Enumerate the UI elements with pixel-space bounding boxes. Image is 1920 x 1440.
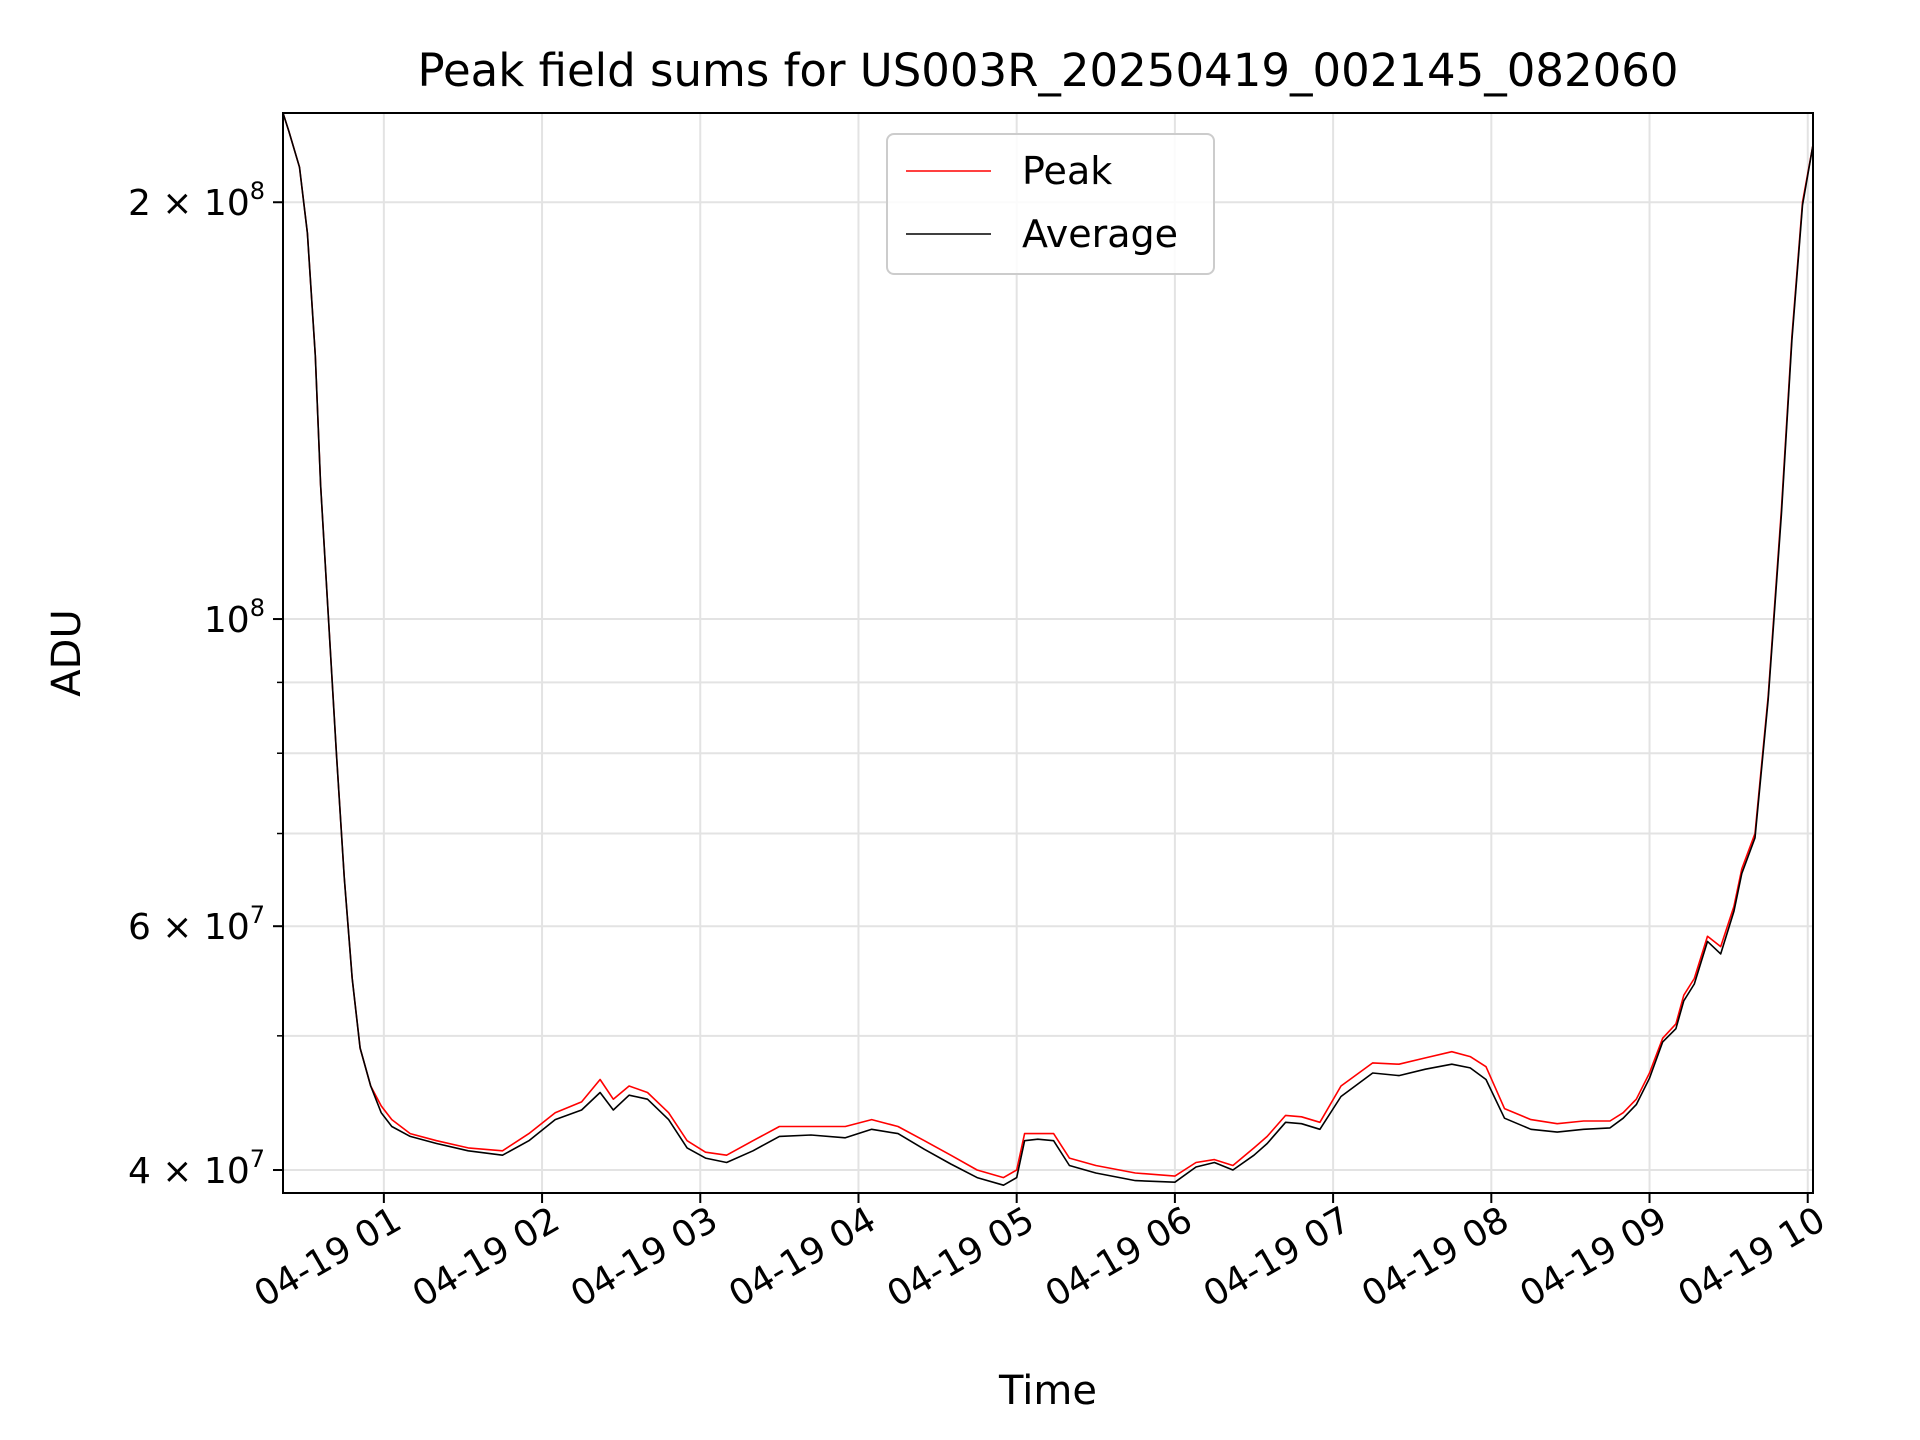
series-line-peak	[283, 113, 1813, 1179]
legend-label-peak: Peak	[1022, 149, 1112, 193]
y-tick-mantissa: 6 × 10	[128, 907, 250, 948]
y-tick-exponent: 8	[250, 594, 265, 622]
legend-box	[886, 133, 1215, 275]
chart-title: Peak field sums for US003R_20250419_0021…	[417, 44, 1678, 97]
legend-label-average: Average	[1022, 212, 1178, 256]
x-axis-label: Time	[998, 1368, 1097, 1414]
y-tick-exponent: 8	[250, 177, 265, 205]
y-tick-mantissa: 4 × 10	[128, 1151, 250, 1192]
y-tick-exponent: 7	[250, 901, 265, 929]
y-axis-label: ADU	[44, 609, 90, 696]
plot-frame	[282, 112, 1814, 1194]
y-tick-label: 4 × 107	[128, 1145, 265, 1192]
series-line-average	[283, 113, 1813, 1186]
series-lines	[283, 113, 1813, 1186]
y-tick-mantissa: 10	[204, 600, 250, 641]
y-tick-label: 108	[204, 594, 265, 641]
legend: Peak Average	[886, 133, 1215, 275]
y-tick-exponent: 7	[250, 1145, 265, 1173]
y-tick-label: 6 × 107	[128, 901, 265, 948]
y-tick-mantissa: 2 × 10	[128, 183, 250, 224]
y-tick-label: 2 × 108	[128, 177, 265, 224]
